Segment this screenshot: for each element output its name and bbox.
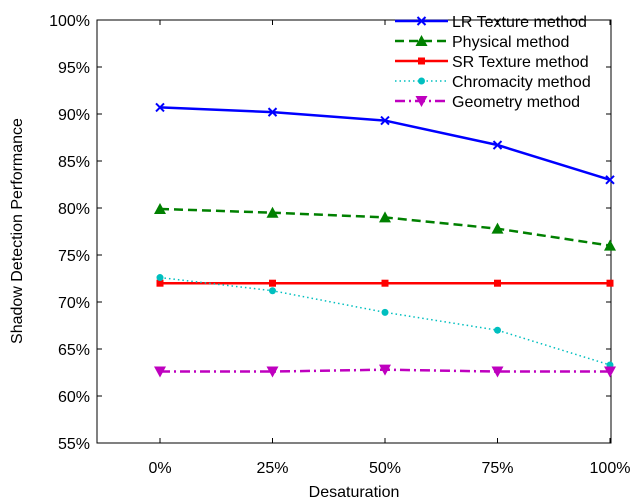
legend-label: LR Texture method (452, 14, 587, 31)
x-tick-label: 50% (369, 460, 401, 477)
y-tick-label: 90% (58, 107, 90, 124)
series-layer (154, 102, 616, 378)
series-3 (156, 274, 614, 369)
data-point (267, 107, 278, 117)
y-tick-label: 60% (58, 389, 90, 406)
data-point (156, 279, 164, 287)
legend-label: SR Texture method (452, 54, 589, 71)
y-tick-label: 85% (58, 154, 90, 171)
x-tick-label: 25% (256, 460, 288, 477)
legend-swatch-marker (416, 16, 427, 26)
y-tick-label: 80% (58, 201, 90, 218)
data-point (604, 239, 616, 251)
y-axis-label: Shadow Detection Performance (9, 118, 26, 344)
legend-item: LR Texture method (395, 14, 587, 31)
legend-swatch-marker (415, 96, 428, 107)
series-line (159, 106, 611, 181)
y-tick-label: 95% (58, 60, 90, 77)
x-tick-label: 100% (590, 460, 631, 477)
legend-swatch-marker (418, 57, 425, 65)
y-tick-label: 65% (58, 342, 90, 359)
data-point (266, 206, 279, 218)
data-point (155, 102, 165, 113)
legend-item: Physical method (395, 34, 569, 51)
data-point (266, 366, 279, 378)
data-point (379, 211, 391, 223)
y-tick-label: 100% (49, 13, 90, 30)
data-point (491, 366, 504, 378)
data-point (381, 308, 389, 316)
data-point (381, 279, 389, 287)
legend-label: Geometry method (452, 94, 580, 111)
data-point (605, 175, 615, 185)
data-point (269, 279, 276, 287)
y-tick-label: 70% (58, 295, 90, 312)
data-point (491, 222, 504, 234)
data-point (492, 140, 503, 150)
legend-item: Geometry method (395, 94, 580, 111)
data-point (606, 279, 614, 287)
series-1 (154, 202, 616, 251)
y-tick-label: 75% (58, 248, 90, 265)
data-point (494, 326, 501, 334)
data-point (379, 364, 391, 376)
data-point (154, 366, 166, 378)
data-point (380, 115, 390, 126)
legend-label: Chromacity method (452, 74, 591, 91)
x-tick-label: 75% (481, 460, 513, 477)
x-axis-ticks: 0% 25% 50% 75% 100% (148, 20, 630, 477)
y-tick-label: 55% (58, 436, 90, 453)
y-axis-ticks: 55% 60% 65% 70% 75% 80% 85% 90% 95% 100% (49, 13, 611, 453)
plot-frame (96, 19, 612, 444)
data-point (494, 279, 501, 287)
legend-swatch-marker (418, 77, 425, 85)
data-point (269, 287, 276, 295)
data-point (154, 202, 166, 214)
data-point (604, 366, 616, 378)
legend-label: Physical method (452, 34, 569, 51)
series-0 (155, 102, 615, 185)
data-point (156, 274, 164, 282)
legend-item: SR Texture method (395, 54, 589, 71)
legend-item: Chromacity method (395, 74, 591, 91)
series-4 (154, 364, 616, 378)
x-tick-label: 0% (148, 460, 171, 477)
legend: LR Texture method Physical method SR Textu… (395, 14, 591, 111)
series-line (159, 276, 611, 366)
series-2 (156, 279, 614, 287)
legend-swatch-marker (415, 35, 428, 46)
x-axis-label: Desaturation (309, 484, 400, 501)
